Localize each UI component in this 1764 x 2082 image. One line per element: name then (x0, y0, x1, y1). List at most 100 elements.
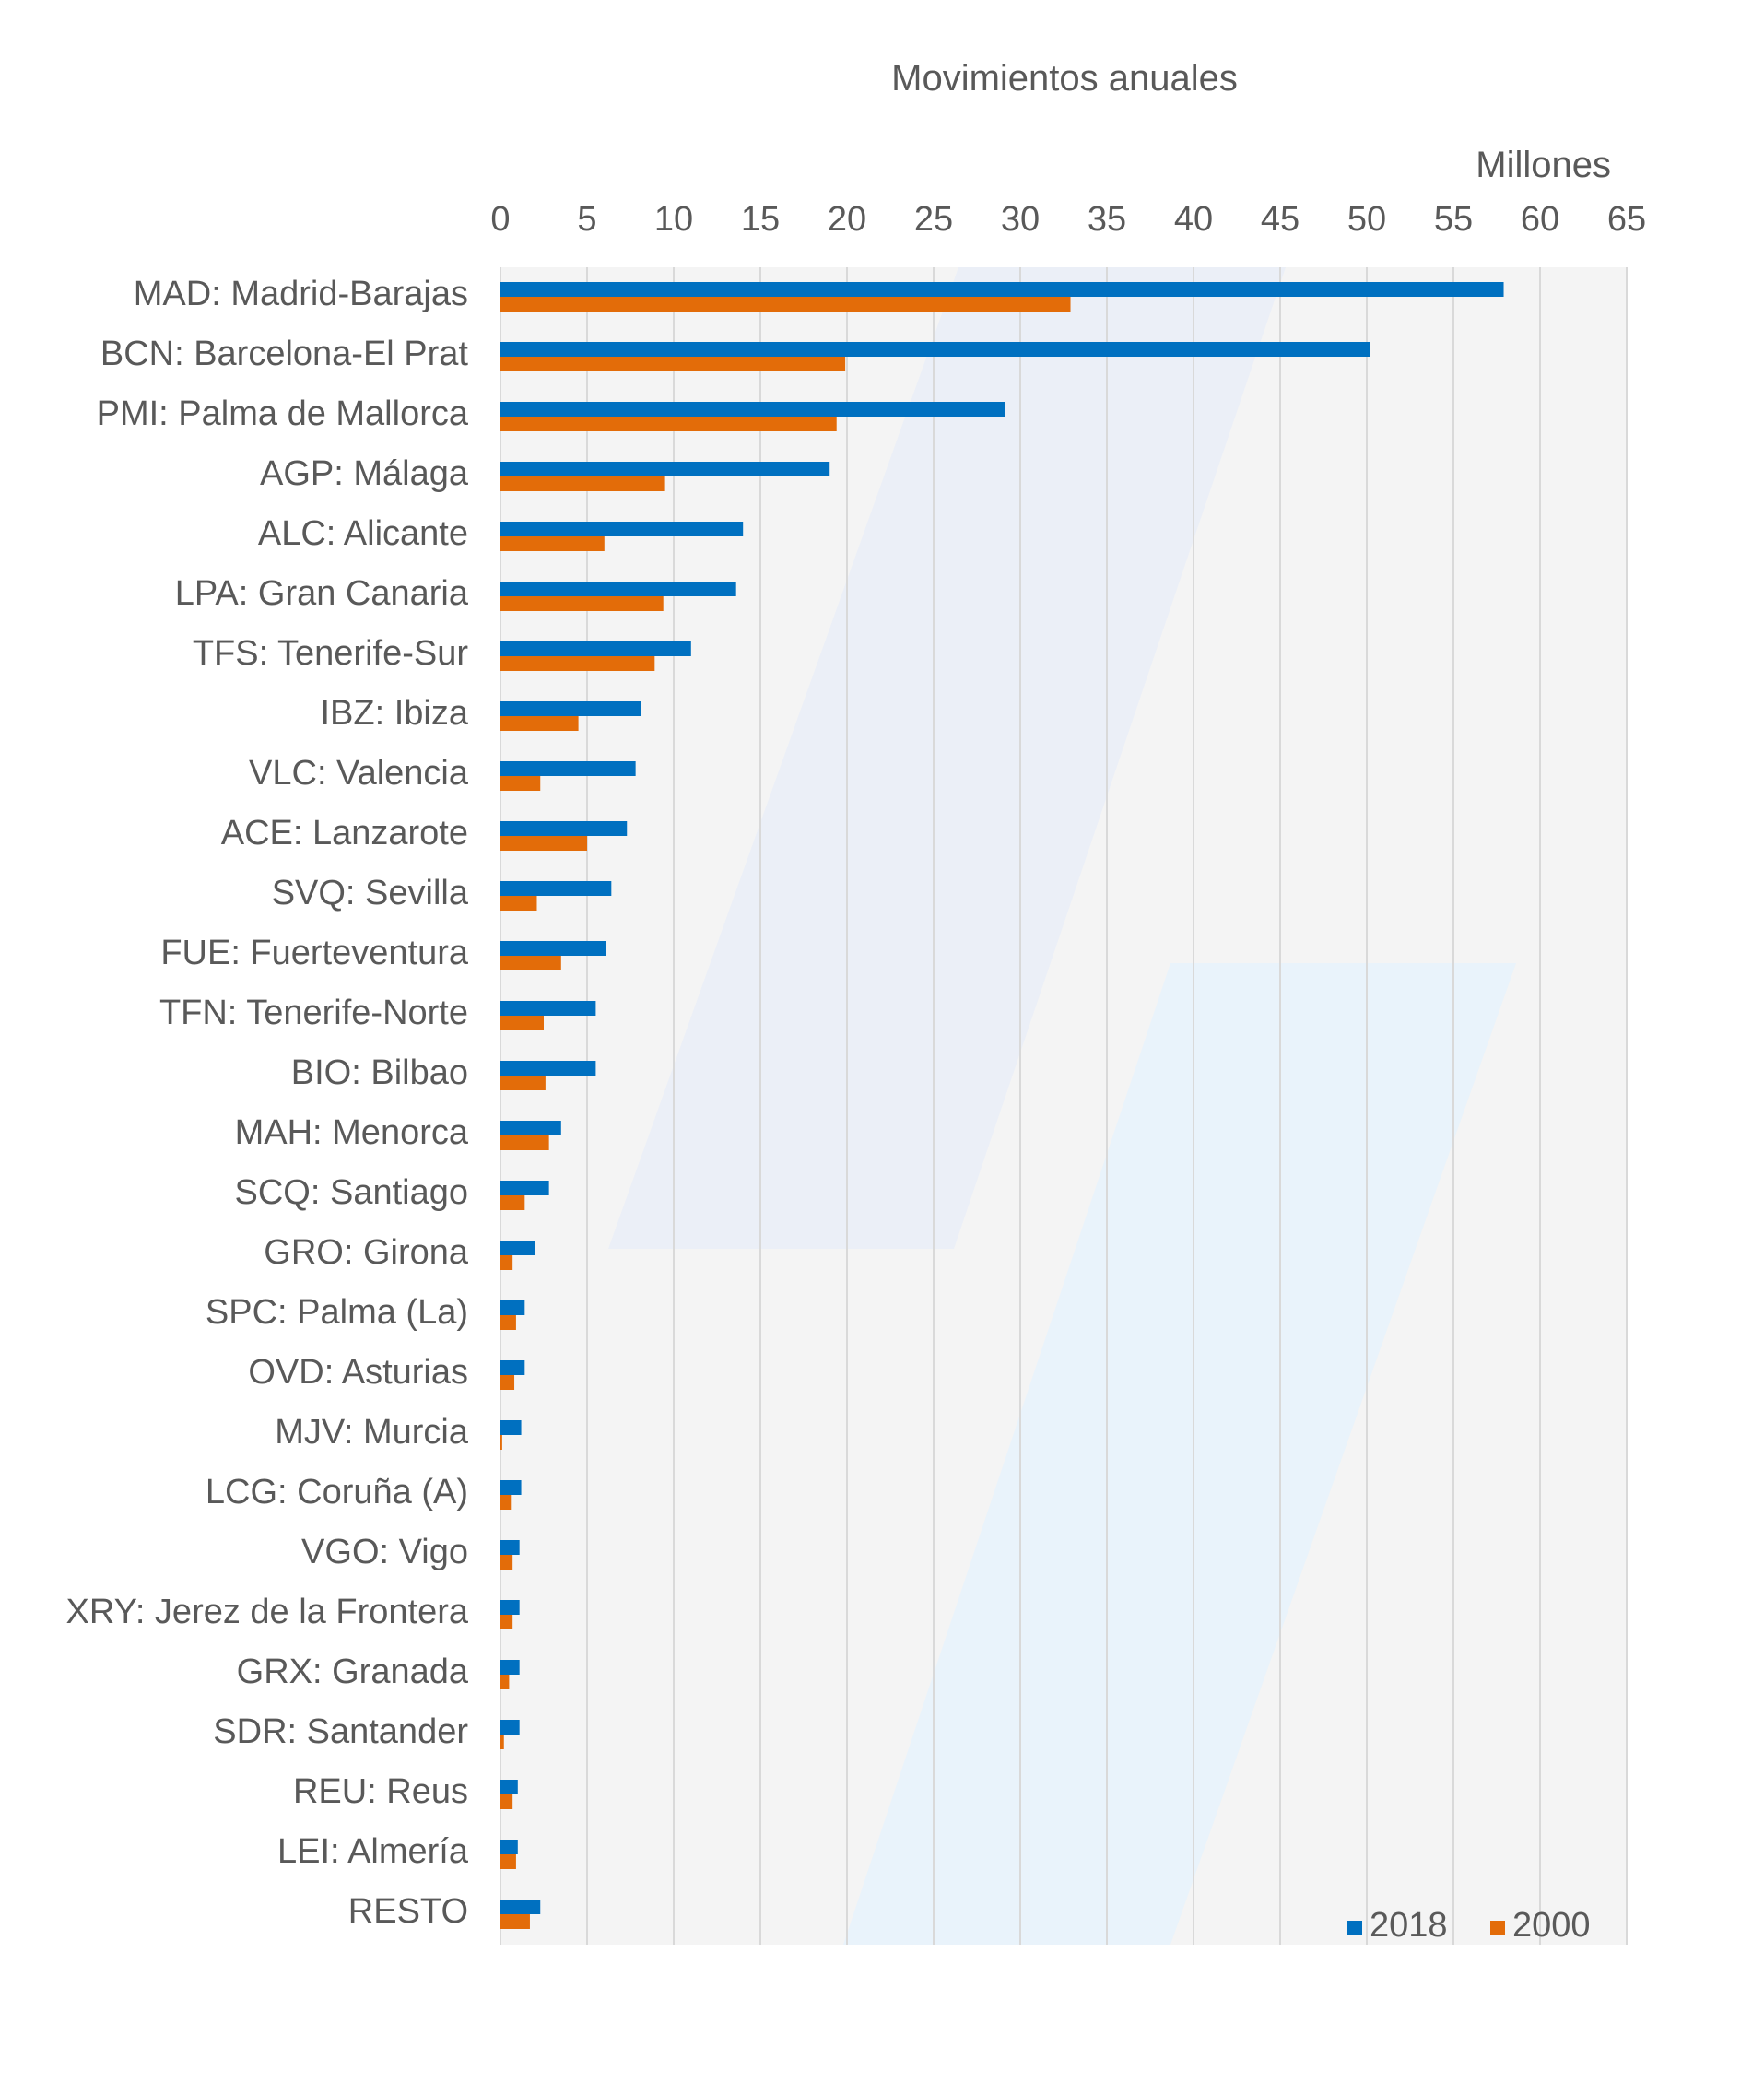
bar-2000 (500, 1794, 513, 1809)
bar-2000 (500, 776, 541, 791)
bar-2018 (500, 761, 636, 776)
bar-2000 (500, 1076, 546, 1090)
bar-2000 (500, 297, 1071, 312)
category-label: AGP: Málaga (260, 454, 469, 493)
bar-2000 (500, 1375, 515, 1390)
category-label: ACE: Lanzarote (221, 814, 468, 853)
bar-2018 (500, 941, 606, 956)
category-label: RESTO (348, 1892, 468, 1931)
bar-2018 (500, 1540, 520, 1555)
category-label: IBZ: Ibiza (321, 694, 469, 733)
legend-label-2000: 2000 (1512, 1906, 1591, 1945)
category-label: XRY: Jerez de la Frontera (65, 1593, 468, 1631)
category-label: FUE: Fuerteventura (160, 934, 469, 972)
bar-2000 (500, 357, 846, 371)
category-labels: MAD: Madrid-Barajas BCN: Barcelona-El Pra… (65, 275, 468, 1931)
x-tick-label: 50 (1347, 200, 1386, 239)
x-tick-label: 0 (490, 200, 510, 239)
category-label: LEI: Almería (277, 1832, 469, 1871)
bar-2000 (500, 1615, 513, 1629)
category-label: PMI: Palma de Mallorca (97, 394, 469, 433)
bar-2000 (500, 1255, 513, 1270)
bar-2018 (500, 1001, 596, 1016)
x-tick-label: 65 (1607, 200, 1646, 239)
legend-swatch-2000 (1490, 1921, 1505, 1935)
x-tick-label: 60 (1521, 200, 1559, 239)
x-tick-label: 30 (1001, 200, 1040, 239)
category-label: LPA: Gran Canaria (175, 574, 469, 613)
category-label: MAH: Menorca (235, 1113, 469, 1152)
x-tick-label: 15 (741, 200, 780, 239)
bar-2000 (500, 1195, 525, 1210)
category-label: GRO: Girona (264, 1233, 469, 1272)
x-tick-label: 40 (1174, 200, 1213, 239)
bar-2018 (500, 1600, 520, 1615)
axis-unit-label: Millones (1476, 145, 1611, 185)
category-label: VGO: Vigo (301, 1533, 468, 1571)
category-label: TFS: Tenerife-Sur (193, 634, 469, 673)
bar-2000 (500, 836, 587, 851)
bar-2018 (500, 1300, 525, 1315)
category-label: REU: Reus (293, 1772, 468, 1811)
bars (500, 282, 1504, 1929)
bar-2018 (500, 881, 612, 896)
legend: 2018 2000 (1347, 1906, 1591, 1945)
category-label: BIO: Bilbao (291, 1053, 468, 1092)
bar-2018 (500, 641, 691, 656)
bar-2018 (500, 1900, 541, 1914)
legend-swatch-2018 (1347, 1921, 1362, 1935)
bar-2018 (500, 1780, 518, 1794)
x-tick-label: 25 (914, 200, 953, 239)
bar-2018 (500, 1480, 522, 1495)
category-label: BCN: Barcelona-El Prat (100, 335, 469, 373)
bar-2000 (500, 896, 537, 911)
bar-2018 (500, 1360, 525, 1375)
bar-2018 (500, 1720, 520, 1735)
bar-2000 (500, 1495, 512, 1510)
chart-title: Movimientos anuales (891, 58, 1238, 99)
category-label: LCG: Coruña (A) (206, 1473, 468, 1512)
bar-2000 (500, 476, 665, 491)
bar-2018 (500, 582, 736, 596)
bar-2018 (500, 1181, 549, 1195)
bar-2018 (500, 462, 830, 476)
bar-2018 (500, 402, 1005, 417)
x-tick-label: 5 (577, 200, 596, 239)
bar-2018 (500, 522, 744, 536)
bar-2000 (500, 596, 664, 611)
bar-2000 (500, 1675, 510, 1689)
bar-2018 (500, 282, 1504, 297)
bar-2000 (500, 1135, 549, 1150)
bar-2000 (500, 1735, 504, 1749)
bar-2018 (500, 342, 1370, 357)
bar-2018 (500, 701, 641, 716)
bar-2000 (500, 417, 837, 431)
bar-2000 (500, 536, 605, 551)
category-label: SVQ: Sevilla (272, 874, 469, 912)
bar-2018 (500, 1061, 596, 1076)
category-label: OVD: Asturias (248, 1353, 468, 1392)
x-tick-label: 10 (654, 200, 693, 239)
category-label: MJV: Murcia (275, 1413, 469, 1452)
category-label: VLC: Valencia (249, 754, 469, 793)
bar-2000 (500, 1016, 544, 1030)
bar-2000 (500, 716, 579, 731)
bar-2018 (500, 1241, 535, 1255)
category-label: SDR: Santander (213, 1712, 468, 1751)
category-label: MAD: Madrid-Barajas (134, 275, 468, 313)
x-axis-tick-labels: 0 5 10 15 20 25 30 35 40 45 50 55 60 65 (490, 200, 1646, 239)
bar-2018 (500, 1660, 520, 1675)
bar-2000 (500, 956, 561, 970)
category-label: SPC: Palma (La) (206, 1293, 468, 1332)
category-label: ALC: Alicante (258, 514, 468, 553)
bar-2000 (500, 1435, 502, 1450)
bar-2000 (500, 656, 655, 671)
bar-2018 (500, 1420, 522, 1435)
x-tick-label: 35 (1088, 200, 1126, 239)
bar-2018 (500, 1121, 561, 1135)
bar-2000 (500, 1555, 513, 1570)
category-label: SCQ: Santiago (235, 1173, 468, 1212)
watermark-shape-right (843, 963, 1516, 1945)
category-label: TFN: Tenerife-Norte (159, 994, 468, 1032)
